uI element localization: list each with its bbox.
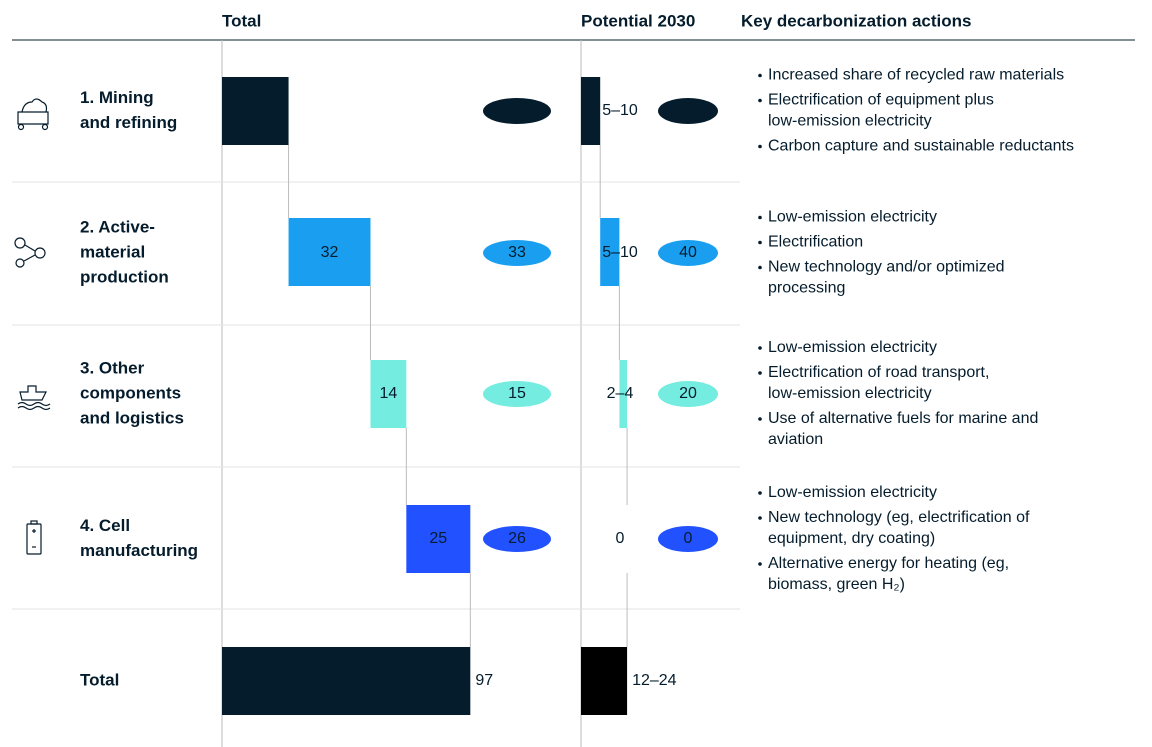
action-text: Use of alternative fuels for marine and [768, 410, 1038, 427]
potential-share-pill [658, 98, 718, 124]
row-label: 3. Other [80, 358, 145, 377]
potential-share-label: 20 [679, 385, 697, 402]
icon-battery [26, 520, 42, 555]
potential-label: 2–4 [607, 385, 634, 402]
potential-label: 5–10 [602, 244, 638, 261]
action-text: Carbon capture and sustainable reductant… [768, 138, 1074, 155]
potential-share-pill [658, 381, 718, 407]
row-label: and logistics [80, 408, 184, 427]
total-label: 97 [475, 672, 493, 689]
action-text: Low-emission electricity [768, 209, 937, 226]
potential-bar [619, 360, 628, 428]
action-text: Low-emission electricity [768, 339, 937, 356]
total-potential-label: 12–24 [632, 672, 677, 689]
bar-label: 14 [380, 385, 398, 402]
bullet [758, 144, 762, 149]
bar [406, 505, 471, 573]
bar [222, 77, 289, 145]
potential-bar [581, 77, 601, 145]
action-text: biomass, green H₂) [768, 576, 905, 593]
bullet [758, 265, 762, 270]
action-text: Increased share of recycled raw material… [768, 67, 1064, 84]
share-label: 15 [508, 385, 526, 402]
action-text: Electrification of equipment plus [768, 92, 994, 109]
icon-material [14, 237, 46, 268]
share-label: 27 [508, 102, 526, 119]
icon-logistics [17, 385, 51, 411]
share-pill [483, 381, 551, 407]
header-potential: Potential 2030 [581, 11, 695, 30]
bullet [758, 417, 762, 421]
header-total: Total [222, 11, 261, 30]
bar [288, 218, 371, 286]
share-pill [483, 98, 551, 124]
bullet [758, 98, 762, 103]
row-label: components [80, 383, 181, 402]
row-label: 1. Mining [80, 88, 154, 107]
separators [12, 181, 740, 610]
icon-mining [17, 98, 49, 131]
row-label: manufacturing [80, 541, 198, 560]
potential-share-label: 40 [679, 102, 697, 119]
potential-label: 0 [616, 530, 625, 547]
bar-label: 32 [321, 244, 339, 261]
bar-label: 26 [246, 102, 264, 119]
action-text: low-emission electricity [768, 113, 932, 130]
action-text: Low-emission electricity [768, 484, 937, 501]
action-text: New technology and/or optimized [768, 259, 1005, 276]
bar-label: 25 [429, 530, 447, 547]
action-text: New technology (eg, electrification of [768, 509, 1030, 526]
action-text: Electrification [768, 234, 863, 251]
bullet [758, 562, 762, 566]
bar [370, 360, 407, 428]
bullet [758, 215, 762, 220]
bullet [758, 491, 762, 495]
row-label: 2. Active- [80, 217, 155, 236]
action-text: low-emission electricity [768, 385, 932, 402]
action-text: equipment, dry coating) [768, 530, 935, 547]
bullet [758, 240, 762, 245]
header-actions: Key decarbonization actions [741, 11, 972, 30]
bullet [758, 73, 762, 78]
bullet [758, 516, 762, 520]
total-bar [222, 647, 471, 715]
action-text: Electrification of road transport, [768, 364, 989, 381]
row-label: production [80, 267, 169, 286]
bullet [758, 371, 762, 375]
total-potential-bar [581, 647, 628, 715]
share-pill [483, 240, 551, 266]
action-text: Alternative energy for heating (eg, [768, 555, 1009, 572]
potential-share-label: 0 [684, 530, 693, 547]
potential-bar [600, 218, 620, 286]
share-pill [483, 526, 551, 552]
bullet [758, 346, 762, 350]
potential-share-pill [658, 526, 718, 552]
potential-share-label: 40 [679, 244, 697, 261]
share-label: 26 [508, 530, 526, 547]
row-label: Total [80, 670, 119, 689]
potential-share-pill [658, 240, 718, 266]
action-text: aviation [768, 431, 823, 448]
row-label: material [80, 242, 145, 261]
potential-label: 5–10 [602, 102, 638, 119]
row-label: and refining [80, 113, 177, 132]
share-label: 33 [508, 244, 526, 261]
action-text: processing [768, 280, 845, 297]
row-label: 4. Cell [80, 516, 130, 535]
